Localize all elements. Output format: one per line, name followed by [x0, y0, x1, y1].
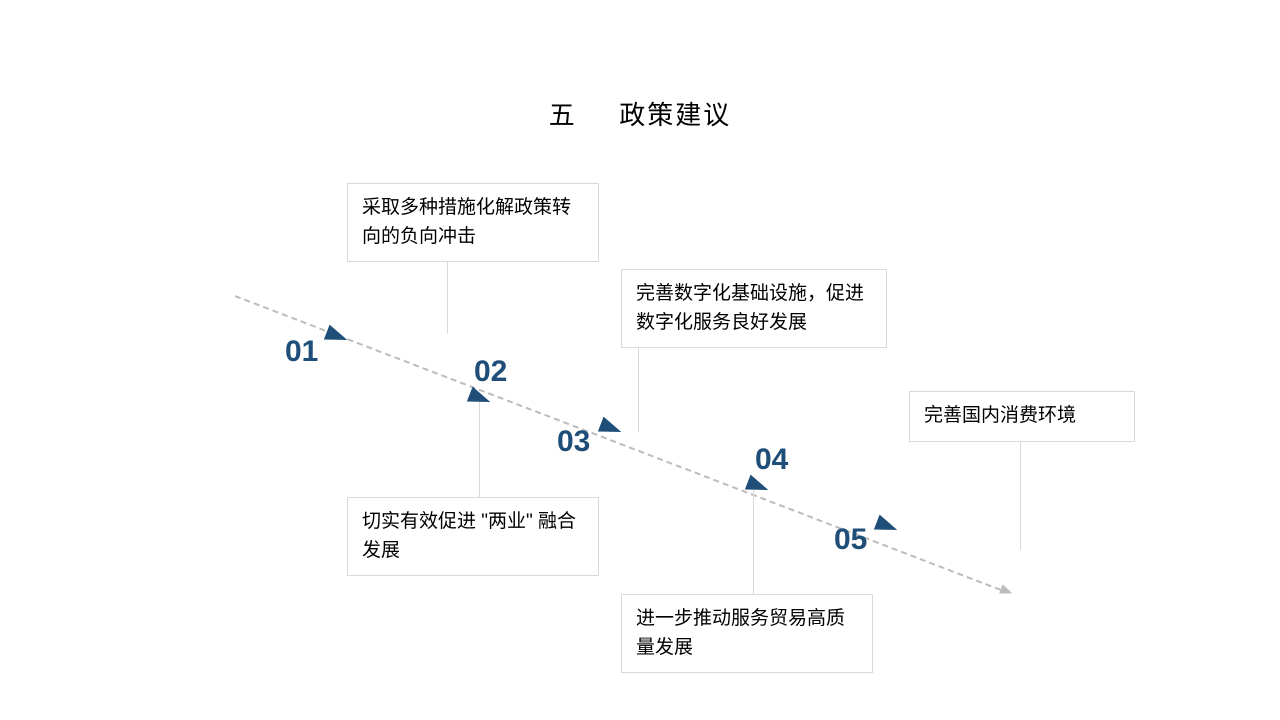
- box-05: 完善国内消费环境: [909, 391, 1135, 442]
- triangle-icon-02: [467, 387, 493, 410]
- node-number: 05: [834, 523, 867, 556]
- page-title: 五 政策建议: [549, 95, 732, 132]
- box-03: 完善数字化基础设施，促进数字化服务良好发展: [621, 269, 887, 348]
- node-number: 01: [285, 335, 318, 368]
- box-text: 采取多种措施化解政策转向的负向冲击: [362, 197, 571, 247]
- connector-02: [479, 401, 480, 498]
- node-03: 03: [557, 425, 590, 459]
- node-04: 04: [755, 443, 788, 477]
- box-text: 切实有效促进 "两业" 融合发展: [362, 511, 576, 561]
- box-text: 完善数字化基础设施，促进数字化服务良好发展: [636, 283, 864, 333]
- section-label: 政策建议: [619, 100, 731, 130]
- box-text: 完善国内消费环境: [924, 405, 1076, 426]
- section-number: 五: [549, 100, 577, 130]
- triangle-icon-01: [324, 325, 350, 348]
- connector-03: [638, 340, 639, 432]
- axis-arrow-icon: [999, 584, 1014, 598]
- connector-04: [753, 490, 754, 595]
- box-text: 进一步推动服务贸易高质量发展: [636, 608, 845, 658]
- box-02: 切实有效促进 "两业" 融合发展: [347, 497, 599, 576]
- connector-01: [447, 252, 448, 334]
- connector-05: [1020, 432, 1021, 550]
- node-02: 02: [474, 355, 507, 389]
- node-number: 03: [557, 425, 590, 458]
- node-05: 05: [834, 523, 867, 557]
- node-number: 04: [755, 443, 788, 476]
- node-01: 01: [285, 335, 318, 369]
- node-number: 02: [474, 355, 507, 388]
- box-01: 采取多种措施化解政策转向的负向冲击: [347, 183, 599, 262]
- triangle-icon-05: [874, 515, 900, 538]
- box-04: 进一步推动服务贸易高质量发展: [621, 594, 873, 673]
